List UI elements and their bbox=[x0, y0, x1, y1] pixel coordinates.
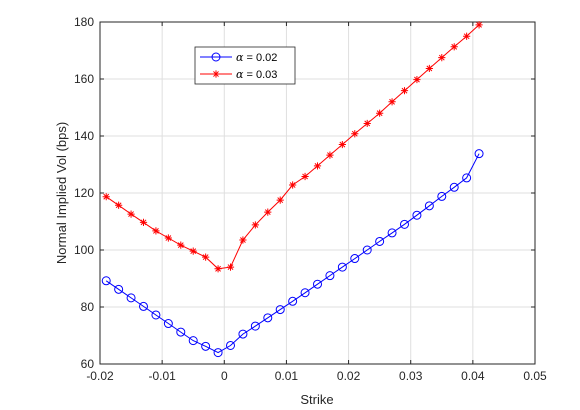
data-point bbox=[139, 218, 148, 226]
data-point bbox=[424, 201, 434, 211]
data-point bbox=[337, 262, 347, 272]
data-point bbox=[250, 321, 260, 331]
data-point bbox=[338, 140, 346, 149]
data-point bbox=[101, 276, 111, 286]
data-point bbox=[437, 191, 447, 201]
data-point bbox=[226, 263, 235, 271]
series-layer bbox=[101, 21, 484, 358]
legend-alpha-symbol-2: α bbox=[236, 68, 244, 81]
data-point bbox=[376, 109, 384, 117]
data-point bbox=[313, 162, 322, 170]
data-point bbox=[400, 219, 409, 229]
data-point bbox=[264, 208, 272, 216]
data-point bbox=[350, 254, 360, 264]
data-point bbox=[115, 201, 123, 209]
data-point bbox=[313, 279, 322, 289]
y-tick-label: 180 bbox=[74, 15, 94, 29]
data-point bbox=[275, 305, 285, 315]
data-point bbox=[213, 348, 223, 358]
legend-marker-alpha-002 bbox=[211, 52, 221, 62]
data-point bbox=[114, 284, 124, 294]
data-point bbox=[387, 228, 397, 238]
data-point bbox=[177, 241, 185, 249]
data-point bbox=[475, 21, 483, 29]
data-point bbox=[375, 236, 385, 246]
data-point bbox=[126, 293, 136, 303]
data-point bbox=[474, 149, 484, 159]
x-tick-label: 0.03 bbox=[399, 369, 423, 383]
data-point bbox=[276, 196, 284, 204]
data-point bbox=[151, 310, 161, 320]
x-tick-label: -0.01 bbox=[148, 369, 176, 383]
data-point bbox=[102, 193, 110, 201]
axis-ticks: -0.02 -0.01 0 0.01 0.02 0.03 0.04 0.05 60 80 100 12… bbox=[74, 15, 547, 383]
y-tick-label: 120 bbox=[74, 186, 94, 200]
data-point bbox=[425, 64, 433, 73]
x-tick-label: 0.05 bbox=[523, 369, 547, 383]
data-point bbox=[152, 227, 160, 235]
data-point bbox=[301, 172, 309, 181]
data-point bbox=[462, 173, 472, 183]
data-point bbox=[449, 182, 459, 192]
data-point bbox=[188, 336, 198, 346]
x-tick-label: 0.01 bbox=[275, 369, 299, 383]
data-point bbox=[463, 32, 471, 40]
y-tick-label: 60 bbox=[81, 357, 95, 371]
data-point bbox=[251, 221, 259, 229]
data-point bbox=[202, 253, 210, 261]
data-point bbox=[163, 319, 173, 329]
data-point bbox=[326, 151, 334, 159]
series-line bbox=[105, 153, 480, 354]
data-point bbox=[176, 327, 186, 337]
x-tick-label: 0.02 bbox=[337, 369, 361, 383]
legend: α = 0.02 α = 0.03 bbox=[194, 46, 296, 85]
legend-marker-alpha-003 bbox=[212, 70, 220, 78]
data-point bbox=[362, 245, 372, 255]
data-point bbox=[189, 247, 197, 255]
data-point bbox=[164, 234, 172, 242]
legend-alpha-symbol-1: α bbox=[236, 51, 244, 64]
y-tick-label: 80 bbox=[81, 300, 95, 314]
data-point bbox=[400, 87, 409, 95]
data-point bbox=[214, 265, 222, 273]
data-point bbox=[238, 329, 248, 339]
x-axis-label: Strike bbox=[300, 392, 333, 407]
data-point bbox=[450, 43, 458, 51]
data-point bbox=[325, 271, 335, 281]
legend-star-shape bbox=[212, 70, 220, 78]
legend-alpha-value-1: = 0.02 bbox=[243, 52, 277, 64]
data-point bbox=[201, 341, 211, 351]
y-tick-label: 160 bbox=[74, 72, 94, 86]
y-tick-label: 140 bbox=[74, 129, 94, 143]
legend-alpha-value-2: = 0.03 bbox=[243, 69, 277, 81]
y-axis-label: Normal Implied Vol (bps) bbox=[54, 122, 69, 264]
data-point bbox=[351, 130, 359, 138]
legend-box bbox=[194, 46, 296, 85]
data-point bbox=[412, 210, 422, 220]
y-tick-label: 100 bbox=[74, 243, 94, 257]
series-2 bbox=[102, 21, 483, 273]
data-point bbox=[363, 119, 371, 128]
data-point bbox=[289, 181, 297, 189]
data-point bbox=[139, 301, 148, 311]
series-1 bbox=[101, 149, 484, 358]
data-point bbox=[127, 210, 135, 218]
data-point bbox=[413, 75, 421, 84]
legend-label-alpha-003: α = 0.03 bbox=[236, 68, 277, 81]
data-point bbox=[438, 54, 446, 62]
x-tick-label: 0 bbox=[221, 369, 228, 383]
data-point bbox=[226, 340, 235, 350]
data-point bbox=[288, 296, 298, 306]
legend-label-alpha-002: α = 0.02 bbox=[236, 51, 277, 64]
x-tick-label: 0.04 bbox=[461, 369, 485, 383]
data-point bbox=[388, 98, 396, 106]
data-point bbox=[263, 313, 273, 323]
data-point bbox=[300, 288, 310, 298]
x-tick-label: -0.02 bbox=[86, 369, 114, 383]
data-point bbox=[239, 236, 247, 244]
